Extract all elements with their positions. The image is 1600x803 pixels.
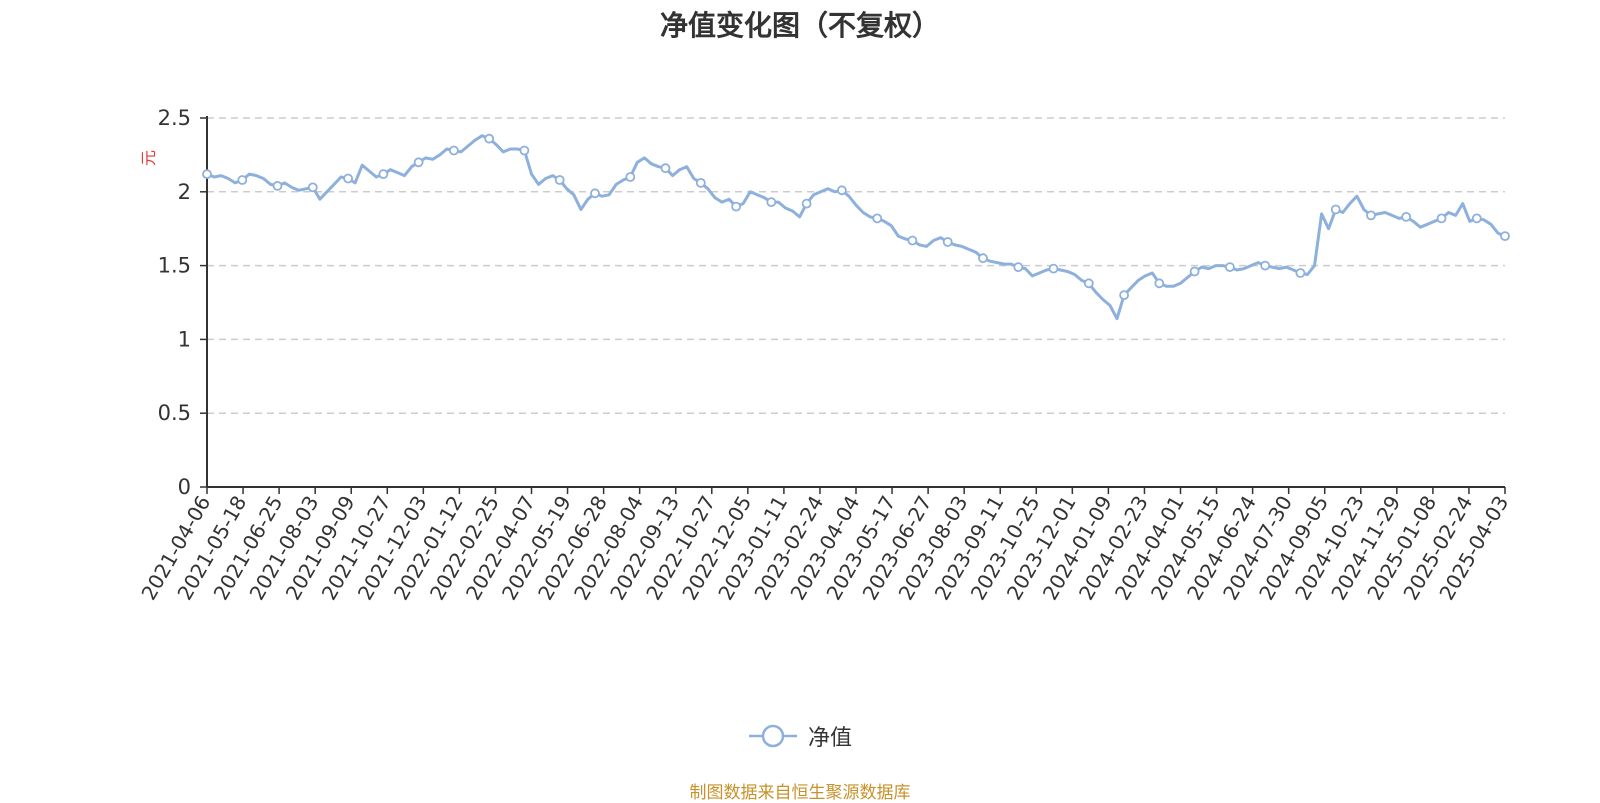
data-point[interactable] (1189, 266, 1200, 277)
data-point[interactable] (1401, 211, 1412, 222)
axes (200, 116, 1506, 494)
data-point[interactable] (554, 175, 565, 185)
series-markers (202, 133, 1510, 301)
data-point[interactable] (413, 157, 424, 168)
data-point[interactable] (1119, 290, 1129, 301)
y-axis-unit-label: 元 (139, 150, 158, 166)
data-point[interactable] (766, 197, 777, 208)
data-point[interactable] (1500, 231, 1510, 242)
y-tick-label: 1.5 (158, 254, 191, 278)
data-point[interactable] (872, 213, 883, 224)
data-point[interactable] (378, 169, 389, 180)
y-tick-label: 0 (178, 475, 191, 499)
data-point[interactable] (1436, 213, 1447, 224)
data-point[interactable] (237, 175, 248, 185)
data-point[interactable] (1083, 278, 1094, 289)
data-point[interactable] (1048, 263, 1059, 274)
series-layer (206, 134, 1506, 321)
data-point[interactable] (1013, 262, 1024, 273)
circle-line-icon (748, 724, 797, 748)
data-point[interactable] (1295, 268, 1306, 278)
data-point[interactable] (907, 235, 918, 246)
source-note: 制图数据来自恒生聚源数据库 (689, 783, 911, 803)
chart-title: 净值变化图（不复权） (659, 9, 940, 42)
series-line-nav (206, 134, 1506, 321)
data-point[interactable] (519, 145, 530, 156)
y-tick-labels: 0 0.5 1 1.5 2 2.5 (158, 106, 191, 499)
data-point[interactable] (484, 133, 495, 144)
data-point[interactable] (695, 177, 706, 188)
data-point[interactable] (1330, 204, 1341, 215)
chart-plot: 0 0.5 1 1.5 2 2.5 2021-04-062021-05-182021-06… (136, 106, 1513, 604)
data-point[interactable] (1154, 278, 1165, 289)
data-point[interactable] (942, 237, 953, 247)
data-point[interactable] (1260, 260, 1271, 271)
data-point[interactable] (590, 188, 600, 199)
data-point[interactable] (731, 201, 741, 212)
data-point[interactable] (448, 145, 459, 156)
legend[interactable]: 净值 (0, 720, 1600, 752)
data-point[interactable] (1471, 213, 1482, 224)
data-point[interactable] (660, 163, 671, 174)
data-point[interactable] (625, 172, 636, 182)
data-point[interactable] (978, 253, 988, 264)
y-tick-label: 1 (178, 327, 191, 351)
grid-lines (207, 117, 1505, 414)
data-point[interactable] (307, 182, 318, 193)
data-point[interactable] (1366, 210, 1376, 221)
legend-label: 净值 (807, 726, 852, 751)
x-tick-labels: 2021-04-062021-05-182021-06-252021-08-03… (136, 491, 1513, 604)
data-point[interactable] (272, 180, 283, 191)
y-tick-label: 2.5 (158, 106, 191, 130)
data-point[interactable] (343, 173, 354, 184)
data-point[interactable] (202, 169, 212, 180)
data-point[interactable] (837, 185, 847, 196)
data-point[interactable] (1225, 262, 1235, 273)
y-tick-label: 2 (178, 180, 191, 204)
data-point[interactable] (801, 198, 812, 209)
y-tick-label: 0.5 (158, 401, 191, 425)
